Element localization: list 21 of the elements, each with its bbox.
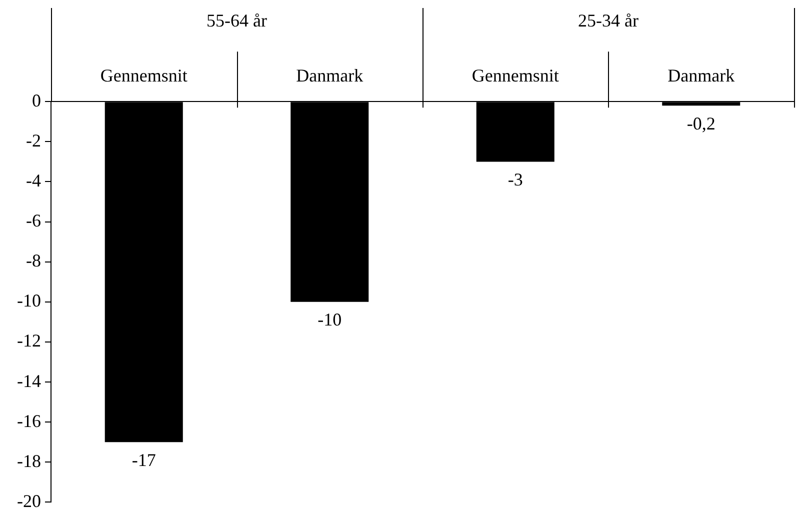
data-label: -17 [132,450,156,470]
y-tick-label: -12 [16,330,41,351]
y-tick-label: -20 [16,490,41,511]
y-tick-label: 0 [32,90,41,110]
x-tick-label: Gennemsnit [100,66,188,86]
y-tick-label: -16 [16,410,41,431]
x-tick-label: Danmark [668,66,735,86]
y-tick-label: -18 [16,450,41,471]
data-label: -10 [318,310,342,330]
data-label: -0,2 [686,113,716,134]
text: 55-64 år [206,10,267,31]
y-tick-label: -14 [16,370,41,391]
x-tick-label: Danmark [296,66,364,86]
y-tick-label: -8 [26,250,41,271]
x-tick-label: Gennemsnit [472,66,559,86]
y-tick-label: -6 [26,210,41,231]
y-tick-label: -4 [26,170,41,190]
data-label: -3 [508,169,523,190]
text: 25-34 år [578,10,638,31]
y-tick-label: -2 [26,130,41,150]
y-tick-label: -10 [16,290,41,311]
